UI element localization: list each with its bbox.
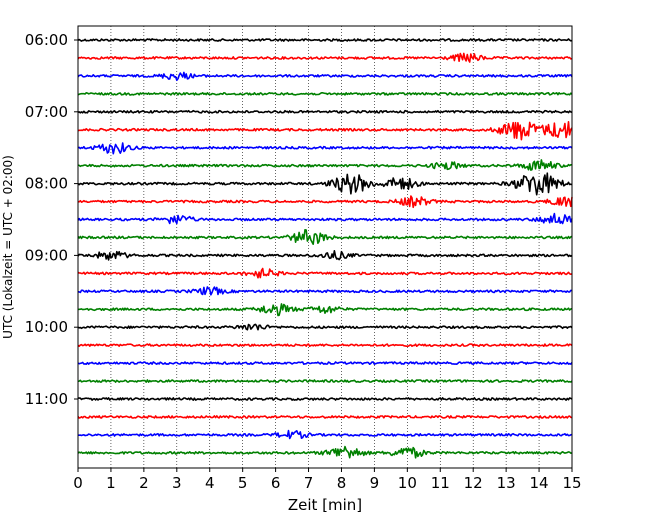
x-tick-label: 13	[497, 474, 516, 492]
trace-0945	[77, 303, 573, 317]
trace-0615	[77, 52, 573, 63]
trace-layer	[77, 38, 573, 459]
y-tick-label: 08:00	[25, 175, 68, 193]
trace-1100	[77, 397, 573, 401]
x-tick-label: 3	[172, 474, 182, 492]
y-axis-label: UTC (Lokalzeit = UTC + 02:00)	[1, 155, 15, 339]
y-tick-label: 07:00	[25, 103, 68, 121]
x-tick-label: 6	[271, 474, 281, 492]
y-axis: 06:00 07:00 08:00 09:00 10:00 11:00	[25, 31, 78, 408]
trace-1030	[77, 361, 573, 365]
trace-0845	[77, 229, 573, 245]
trace-0900	[77, 250, 573, 261]
trace-0800	[77, 172, 573, 196]
x-tick-label: 10	[398, 474, 417, 492]
trace-1145	[77, 445, 573, 459]
x-tick-label: 4	[205, 474, 215, 492]
x-tick-label: 7	[304, 474, 314, 492]
trace-0600	[77, 38, 573, 42]
trace-1115	[77, 415, 573, 419]
trace-0745	[77, 159, 572, 171]
y-tick-label: 09:00	[25, 246, 68, 264]
trace-0730	[77, 142, 573, 155]
x-tick-label: 0	[73, 474, 83, 492]
trace-1045	[77, 379, 573, 383]
x-tick-label: 1	[106, 474, 116, 492]
trace-0830	[77, 212, 573, 225]
trace-0815	[77, 195, 573, 209]
x-tick-label: 2	[139, 474, 149, 492]
trace-0630	[77, 71, 573, 82]
y-tick-label: 06:00	[25, 31, 68, 49]
plot-frame	[77, 25, 573, 469]
x-tick-label: 5	[238, 474, 248, 492]
trace-1015	[77, 343, 573, 347]
trace-0700	[77, 109, 573, 114]
trace-0930	[77, 286, 573, 296]
x-tick-label: 8	[337, 474, 347, 492]
x-tick-label: 9	[370, 474, 380, 492]
x-tick-label: 15	[562, 474, 581, 492]
trace-0915	[77, 267, 573, 279]
trace-1130	[78, 429, 573, 440]
x-tick-label: 11	[431, 474, 450, 492]
x-tick-label: 14	[530, 474, 549, 492]
trace-0715	[77, 121, 573, 141]
x-tick-label: 12	[464, 474, 483, 492]
trace-1000	[77, 323, 573, 331]
x-axis: 0 1 2 3 4 5 6 7 8 9 10 11 12 13 14 15	[73, 468, 582, 492]
y-tick-label: 10:00	[25, 318, 68, 336]
trace-0645	[77, 92, 573, 96]
y-tick-label: 11:00	[25, 390, 68, 408]
x-axis-label: Zeit [min]	[288, 496, 362, 514]
